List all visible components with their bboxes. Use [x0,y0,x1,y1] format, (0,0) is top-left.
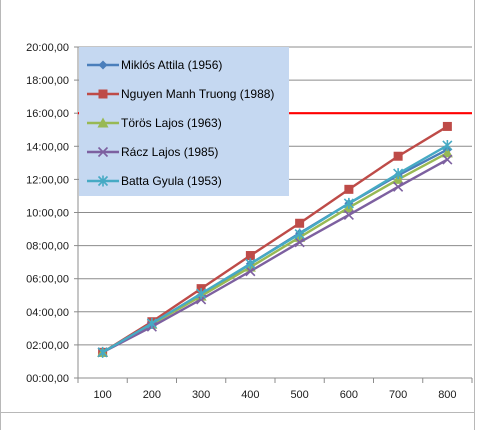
data-point [344,184,354,194]
legend-marker [97,117,109,128]
axes [77,47,473,383]
y-tick-label: 10:00,00 [26,208,69,220]
legend-entry: Batta Gyula (1953) [87,174,222,188]
data-point [393,168,404,180]
y-tick-label: 20:00,00 [26,42,69,54]
x-tick-label: 500 [290,389,308,401]
legend-label: Törös Lajos (1963) [121,116,222,130]
legend-marker [97,175,109,187]
legend-label: Miklós Attila (1956) [121,58,222,72]
y-tick-label: 08:00,00 [26,241,69,253]
data-point [146,317,157,329]
legend-entry: Törös Lajos (1963) [87,116,222,130]
data-point [294,237,305,248]
data-point [245,266,256,277]
series-line [102,158,448,354]
x-axis-tick-labels: 100 200 300 400 500 600 700 800 [93,389,456,401]
legend: Miklós Attila (1956) Nguyen Manh Truong (… [79,47,289,196]
data-point [393,181,404,192]
data-point [442,121,452,131]
y-tick-label: 06:00,00 [26,274,69,286]
y-tick-label: 18:00,00 [26,75,69,87]
legend-marker [98,89,108,99]
legend-entry: Rácz Lajos (1985) [87,145,218,159]
series-line [101,125,448,354]
x-tick-label: 100 [93,389,111,401]
x-tick-label: 300 [192,389,210,401]
series-5 [97,139,453,358]
y-axis-tick-labels: 00:00,00 02:00,00 04:00,00 06:00,00 08:00,00… [26,42,69,385]
data-point [294,228,305,240]
x-tick-label: 600 [340,389,358,401]
legend-entry: Nguyen Manh Truong (1988) [87,87,274,101]
data-point [97,346,108,358]
y-tick-label: 12:00,00 [26,174,69,186]
legend-label: Rácz Lajos (1985) [121,145,218,159]
legend-marker [98,60,108,70]
frame-bottom-border [0,412,475,413]
y-tick-label: 16:00,00 [26,108,69,120]
legend-label: Batta Gyula (1953) [121,174,222,188]
data-point [245,258,256,270]
x-tick-label: 200 [143,389,161,401]
legend-box [79,47,289,196]
data-point [245,251,255,261]
y-tick-label: 14:00,00 [26,141,69,153]
legend-label: Nguyen Manh Truong (1988) [121,87,274,101]
x-tick-label: 400 [241,389,259,401]
data-point [393,151,403,161]
data-point [343,209,354,221]
legend-entry: Miklós Attila (1956) [87,58,222,72]
data-point [343,197,354,209]
frame-right-border [474,0,475,430]
y-tick-label: 00:00,00 [26,373,69,385]
y-tick-label: 04:00,00 [26,307,69,319]
frame-left-border [0,0,1,430]
data-point [442,154,453,165]
data-point [295,218,305,228]
legend-marker [97,146,109,158]
data-point [441,147,453,158]
x-tick-label: 700 [389,389,407,401]
y-tick-label: 02:00,00 [26,340,69,352]
series-line [102,144,448,354]
data-point [196,288,207,300]
data-point [442,139,453,151]
x-tick-label: 800 [438,389,456,401]
series-group [97,121,453,358]
